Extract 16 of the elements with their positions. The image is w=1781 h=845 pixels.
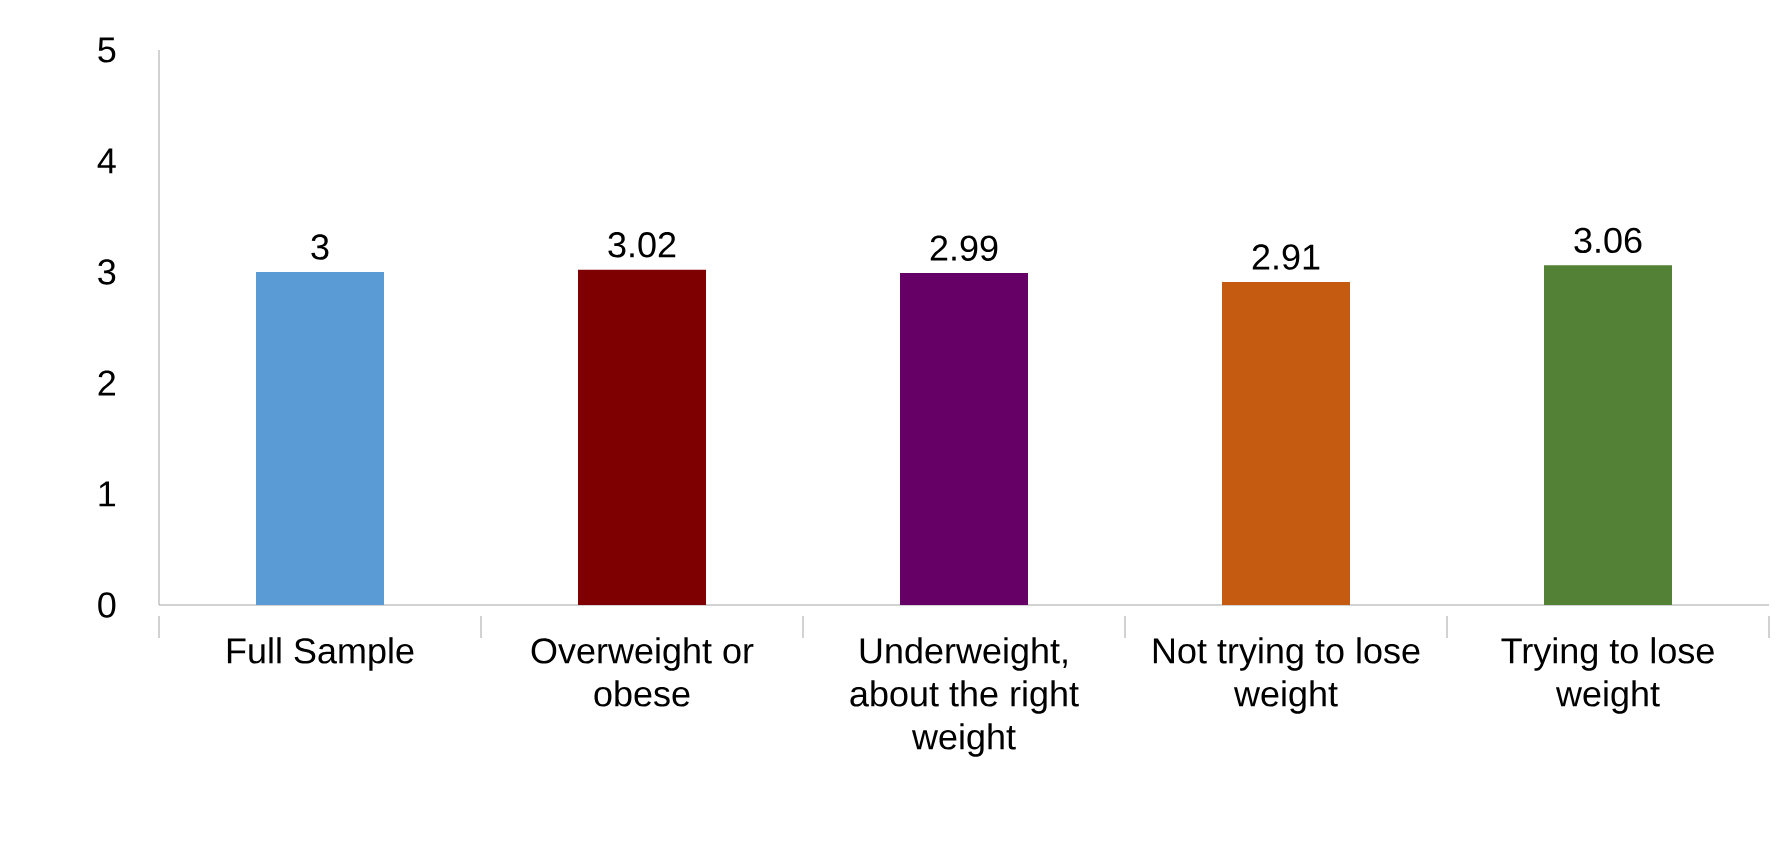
x-tick-label: Underweight, about the right weight [850,637,1079,757]
x-tick-label: Not trying to lose weight [1153,637,1420,714]
x-tick-label: Overweight or obese [531,637,754,707]
y-tick-label: 3 [98,259,116,285]
data-label: 3 [311,234,329,260]
y-tick-label: 5 [98,37,116,63]
data-label: 2.91 [1252,244,1320,270]
data-label: 3.02 [608,232,676,258]
y-tick-label: 1 [99,481,116,507]
data-label: 2.99 [930,235,998,261]
y-tick-label: 2 [98,370,115,396]
x-tick-label: Full Sample [227,637,414,671]
y-tick-label: 0 [98,592,116,618]
x-tick-label: Trying to lose weight [1501,637,1714,714]
y-tick-label: 4 [97,148,116,174]
data-label: 3.06 [1574,227,1642,254]
